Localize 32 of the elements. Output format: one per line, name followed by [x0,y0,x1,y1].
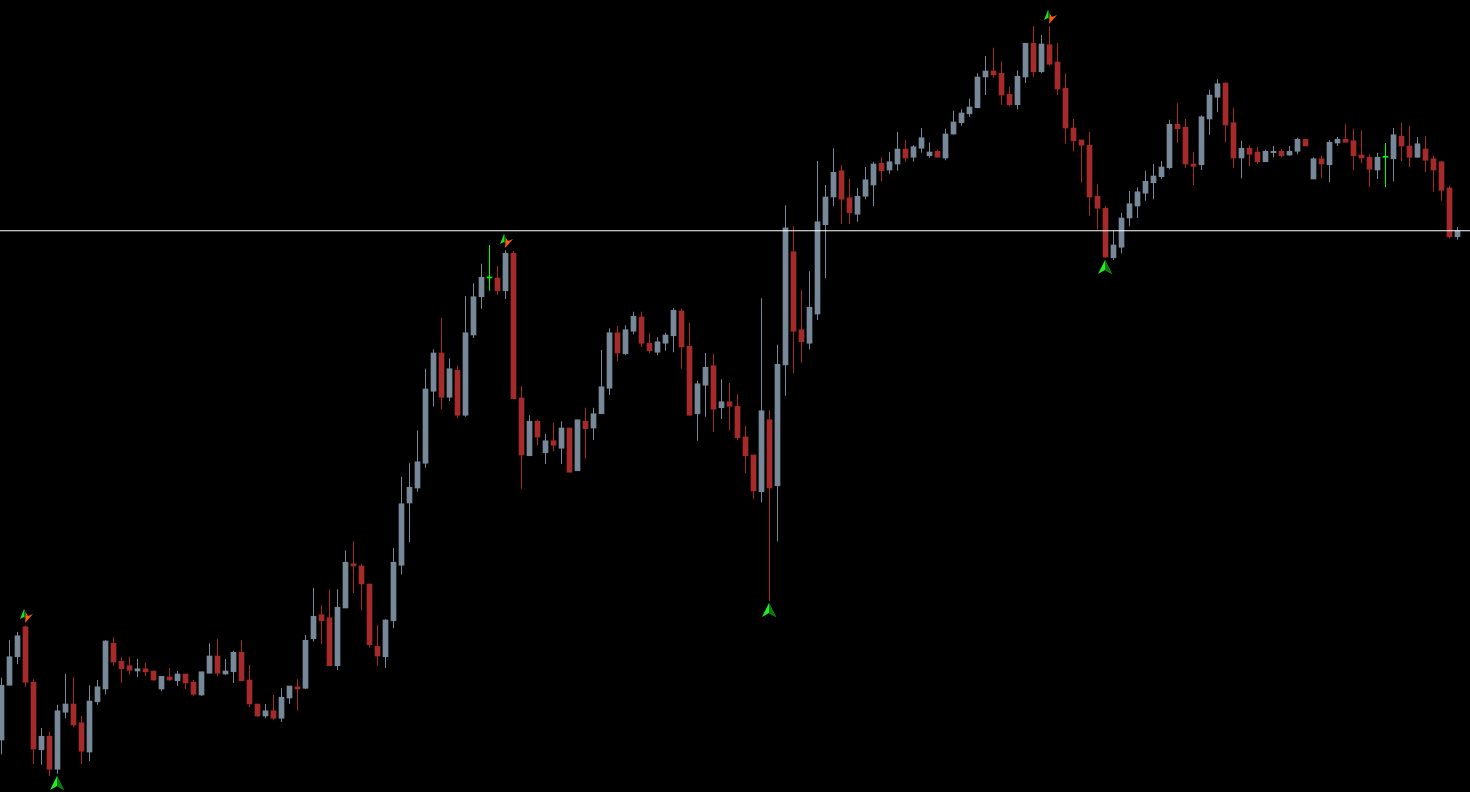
candlestick [886,151,893,175]
candlestick [542,433,549,465]
candlestick [1246,144,1253,167]
candlestick [702,352,709,418]
candlestick [798,289,805,364]
candlestick [94,679,101,706]
candlestick [1046,25,1053,67]
candlestick [846,178,853,225]
candlestick [1422,135,1429,173]
candlestick [1366,153,1373,188]
candlestick [1094,183,1101,230]
candlestick [62,673,69,719]
candlestick [1078,139,1085,184]
candlestick [1318,155,1325,179]
candlestick [1430,155,1437,193]
candlestick [726,382,733,431]
candlestick [1214,78,1221,113]
candlestick [862,166,869,200]
candlestick [1190,151,1197,186]
candlestick [318,604,325,645]
candlestick [270,694,277,721]
candlestick [718,378,725,420]
candlestick [294,678,301,712]
candlestick [630,311,637,335]
candlestick [918,127,925,154]
candlestick [854,187,861,223]
candlestick [1350,128,1357,171]
candlestick [1406,125,1413,168]
candlestick [1382,142,1389,188]
candlestick [1142,170,1149,202]
candlestick [550,422,557,452]
candlestick [350,540,357,594]
